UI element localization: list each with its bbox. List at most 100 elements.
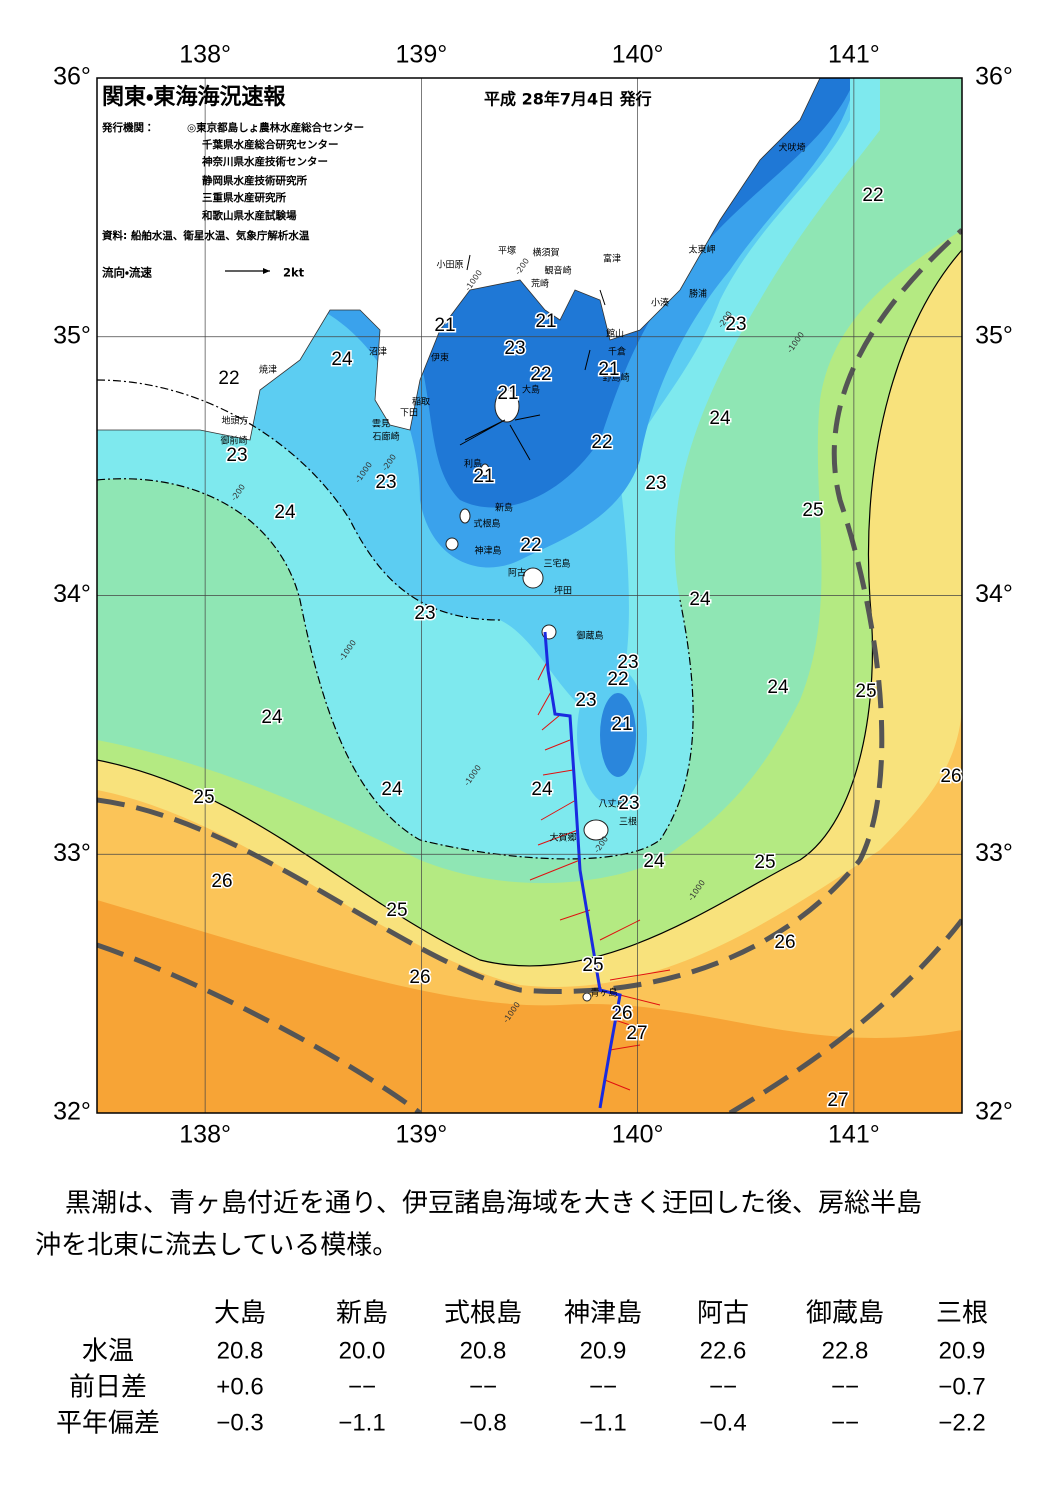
island xyxy=(583,819,609,841)
place-name: 大島 xyxy=(522,384,540,396)
temperature-label: 26 xyxy=(211,871,232,892)
table-column-header: 阿古 xyxy=(697,1299,749,1329)
place-name: 八丈島 xyxy=(598,798,625,810)
temperature-label: 21 xyxy=(611,714,632,735)
temperature-label: 23 xyxy=(617,652,638,673)
place-name: 神津島 xyxy=(474,545,501,557)
issue-date: 平成 28年7月4日 発行 xyxy=(484,90,652,109)
place-name: 館山 xyxy=(606,328,624,340)
land xyxy=(97,78,821,441)
table-cell: −0.7 xyxy=(938,1373,985,1400)
lat-label: 35° xyxy=(53,321,91,349)
publishers-label: 発行機関： xyxy=(101,121,155,134)
place-name: 御蔵島 xyxy=(576,630,603,642)
temperature-label: 24 xyxy=(709,408,731,429)
temperature-label: 23 xyxy=(414,603,435,624)
isotherm xyxy=(97,379,501,621)
vector xyxy=(529,659,671,1091)
place-name: 式根島 xyxy=(473,518,500,530)
map-title: 関東・東海海況速報 xyxy=(102,84,286,110)
temperature-label: 21 xyxy=(497,383,518,404)
lon-label: 140° xyxy=(612,41,664,69)
temperature-label: 24 xyxy=(274,502,296,523)
place-name: 小田原 xyxy=(436,260,463,271)
table-cell: +0.6 xyxy=(216,1373,263,1400)
kuroshio-axis xyxy=(543,631,622,1109)
temperature-label: 22 xyxy=(530,364,551,385)
temperature-label: 25 xyxy=(802,500,823,521)
flow-arrows xyxy=(459,254,606,461)
temperature-label: 21 xyxy=(535,311,556,332)
lon-label: 138° xyxy=(179,1121,231,1149)
temperature-label: 23 xyxy=(226,445,247,466)
isotherm xyxy=(97,249,962,967)
temperature-label: 23 xyxy=(575,690,596,711)
lat-label: 36° xyxy=(53,63,91,91)
temperature-label: 24 xyxy=(381,779,403,800)
table-cell: 20.9 xyxy=(580,1337,627,1364)
temperature-label: 27 xyxy=(626,1023,647,1044)
table-cell: 22.8 xyxy=(822,1337,869,1364)
place-name: 稲取 xyxy=(412,396,430,408)
place-name: 下田 xyxy=(400,408,418,419)
lat-label: 34° xyxy=(975,580,1013,608)
temperature-label: 25 xyxy=(386,900,407,921)
kuroshio-bounds xyxy=(97,228,962,1113)
temperature-label: 24 xyxy=(643,851,665,872)
table-cell: −− xyxy=(348,1373,376,1400)
place-name: 御前崎 xyxy=(220,435,247,447)
island xyxy=(459,508,471,524)
temperature-label: 23 xyxy=(645,473,666,494)
lat-label: 33° xyxy=(53,839,91,867)
table-cell: −0.3 xyxy=(216,1409,263,1436)
temperature-label: 22 xyxy=(520,535,541,556)
publisher: 三重県水産研究所 xyxy=(202,191,286,204)
temperature-label: 25 xyxy=(855,681,876,702)
place-name: 大賀郷 xyxy=(549,832,576,844)
place-name: 利島 xyxy=(464,458,482,470)
temperature-label: 23 xyxy=(375,472,396,493)
place-name: 平塚 xyxy=(498,246,516,257)
table-column-header: 三根 xyxy=(936,1299,988,1329)
table-cell: −2.2 xyxy=(938,1409,985,1436)
lat-label: 32° xyxy=(53,1098,91,1126)
island xyxy=(445,537,459,551)
place-name: 地頭方 xyxy=(221,415,248,427)
place-name: 荒崎 xyxy=(531,278,549,290)
temperature-label: 22 xyxy=(862,185,883,206)
place-name: 伊東 xyxy=(431,352,449,364)
table-row-label: 水温 xyxy=(82,1337,134,1367)
temperature-label: 23 xyxy=(725,314,746,335)
table-row-label: 平年偏差 xyxy=(56,1409,160,1439)
table-cell: 20.8 xyxy=(217,1337,264,1364)
place-name: 横須賀 xyxy=(532,247,559,259)
table-cell: 20.0 xyxy=(339,1337,386,1364)
place-name: 雲見 xyxy=(372,419,390,430)
temperature-label: 21 xyxy=(598,359,619,380)
table-cell: 22.6 xyxy=(700,1337,747,1364)
table-row-label: 前日差 xyxy=(69,1373,147,1403)
temperature-label: 23 xyxy=(618,793,639,814)
lon-label: 141° xyxy=(828,41,880,69)
place-name: 太東岬 xyxy=(688,244,715,256)
temperature-label: 24 xyxy=(531,779,553,800)
table-cell: −1.1 xyxy=(579,1409,626,1436)
table-cell: −− xyxy=(831,1373,859,1400)
place-name: 焼津 xyxy=(259,365,277,376)
lat-label: 35° xyxy=(975,321,1013,349)
temperature-label: 25 xyxy=(754,852,775,873)
lon-label: 141° xyxy=(828,1121,880,1149)
zone-20-south xyxy=(600,693,636,777)
temperature-label: 26 xyxy=(940,766,961,787)
publisher: 静岡県水産技術研究所 xyxy=(202,174,307,187)
table-column-header: 神津島 xyxy=(564,1299,642,1329)
temperature-label: 23 xyxy=(504,338,525,359)
legend-label: 流向・流速 xyxy=(102,266,152,280)
temperature-label: 21 xyxy=(473,466,494,487)
temperature-label: 22 xyxy=(218,368,239,389)
temperature-label: 26 xyxy=(774,932,795,953)
lat-label: 32° xyxy=(975,1098,1013,1126)
island xyxy=(494,389,520,423)
current-vectors xyxy=(529,659,671,1091)
